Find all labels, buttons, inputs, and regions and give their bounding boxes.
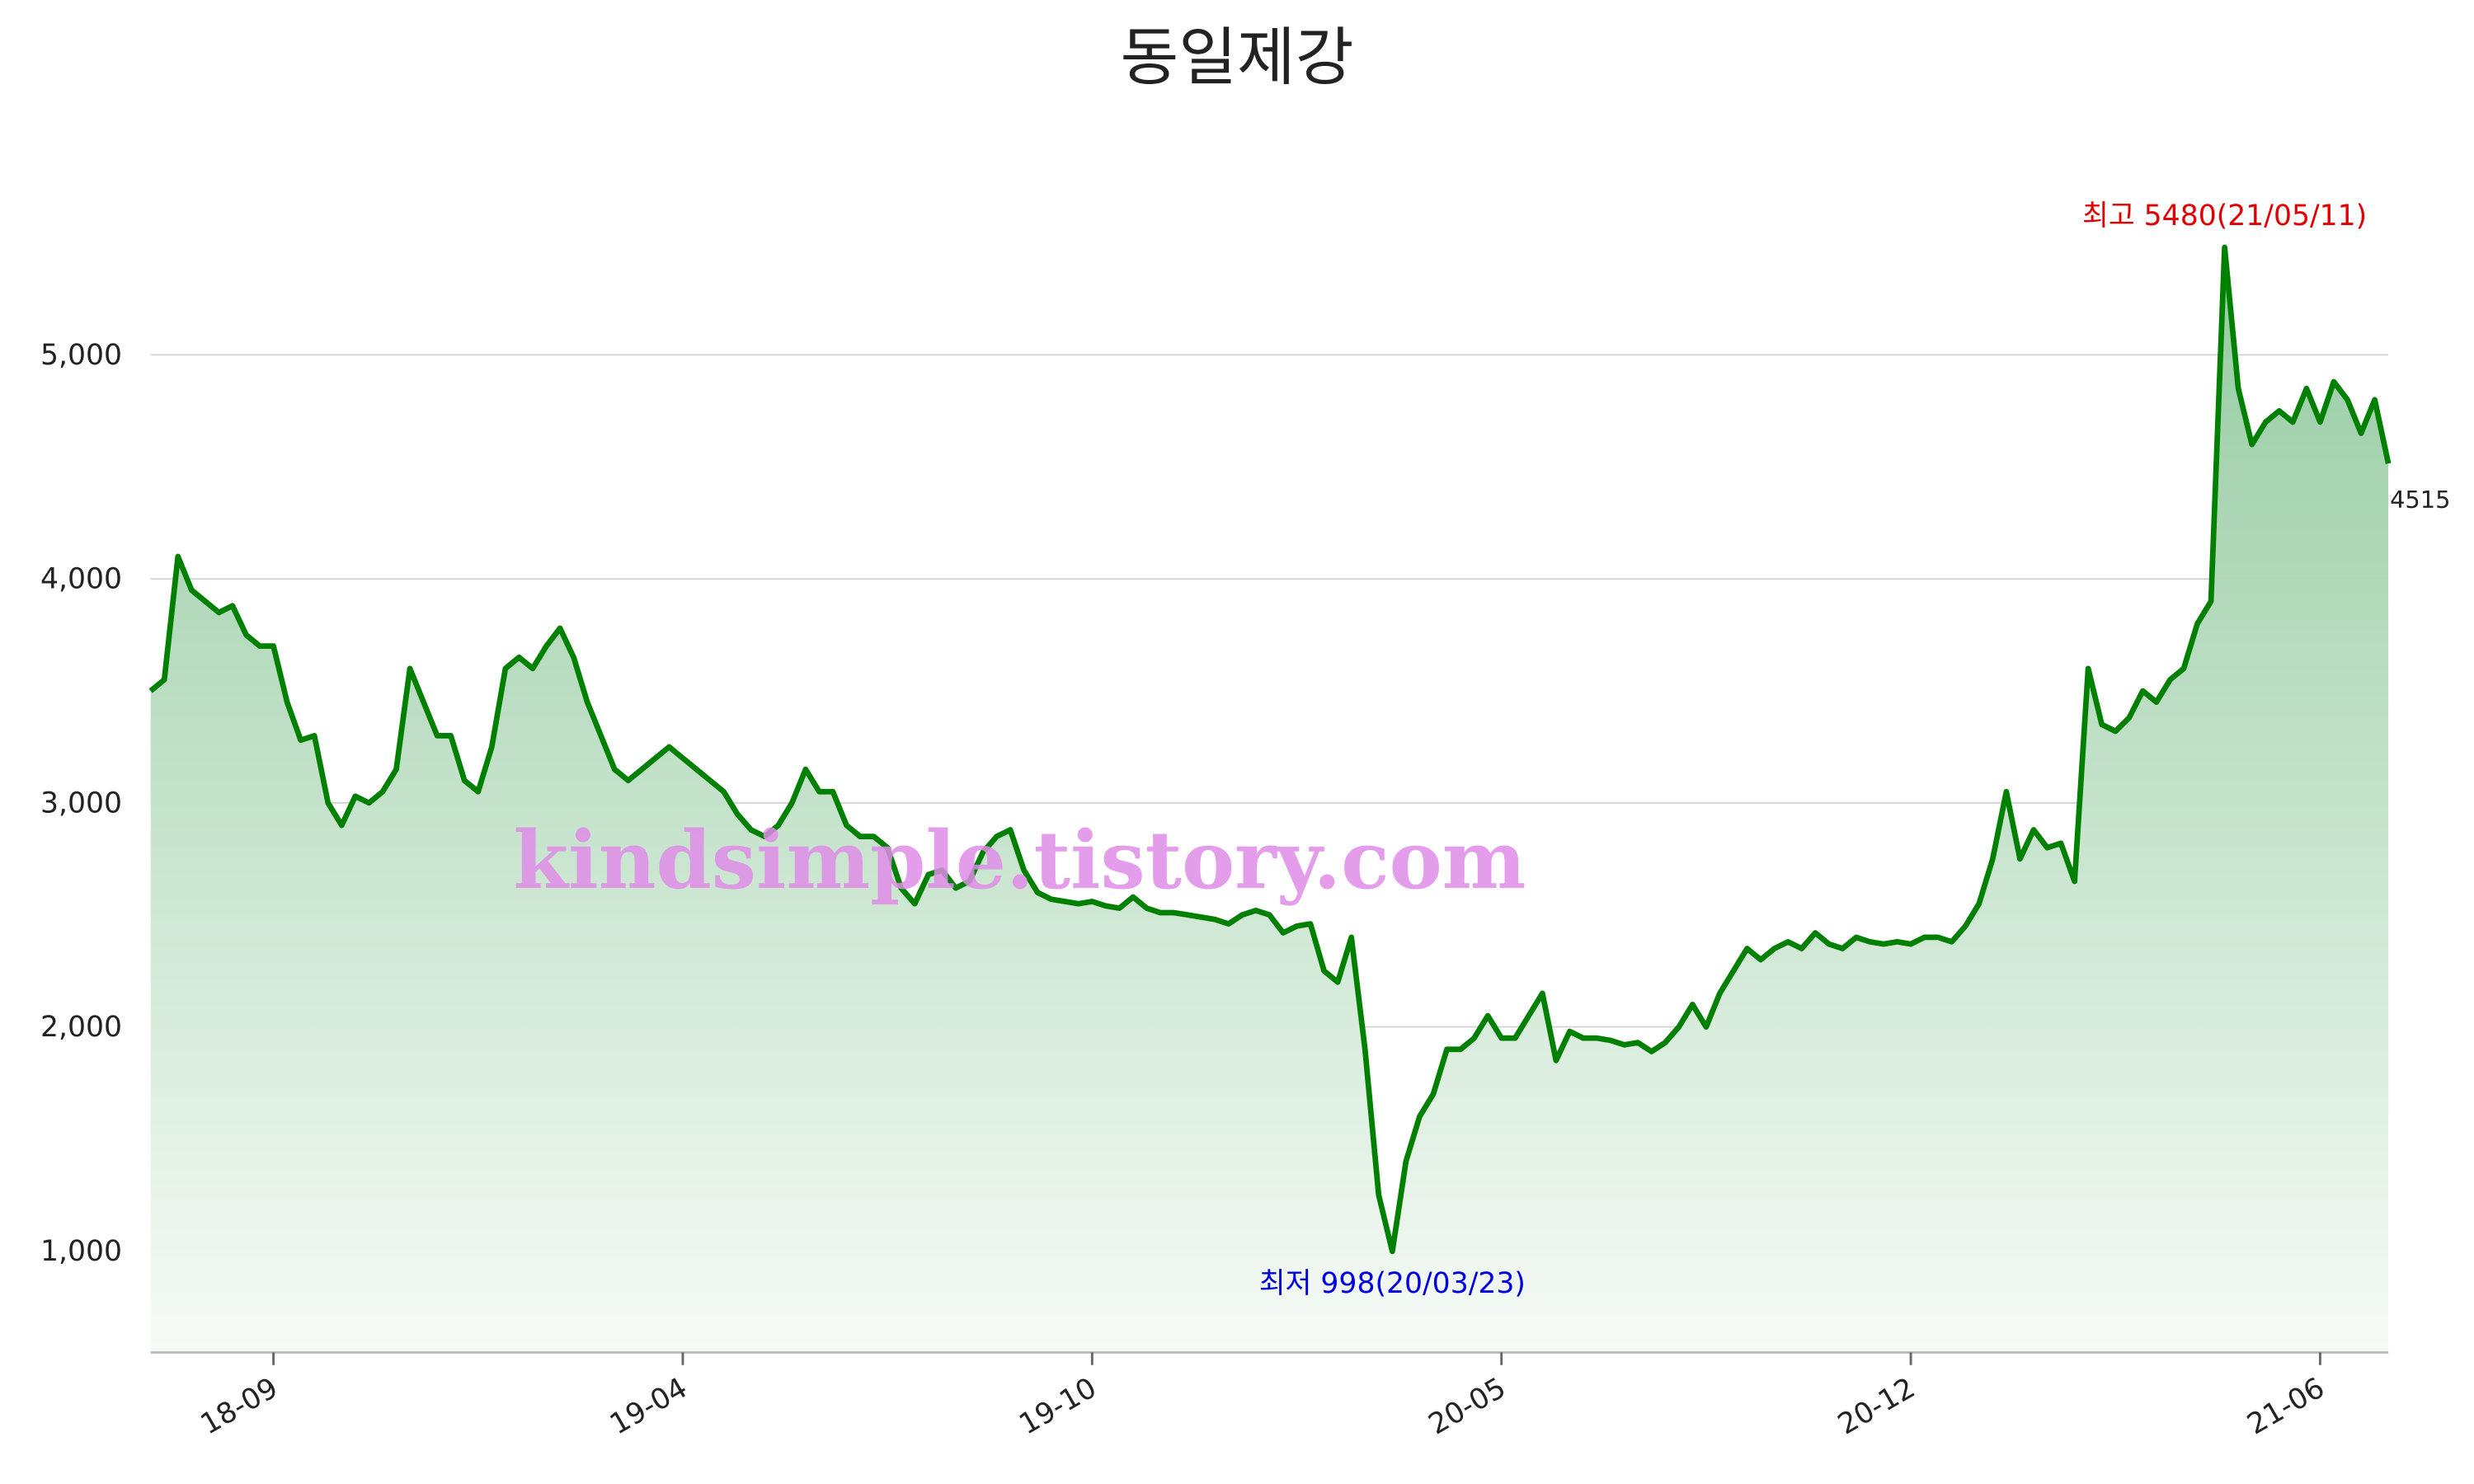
y-tick-label: 5,000 [40,339,122,372]
chart-title: 동일제강 [1120,21,1353,95]
x-tick-label: 21-06 [2242,1372,2331,1442]
max-annotation: 최고 5480(21/05/11) [2082,200,2367,232]
x-tick-label: 19-10 [1014,1372,1102,1442]
line [148,244,2392,1255]
y-tick-label: 3,000 [40,787,122,819]
x-tick-label: 20-05 [1423,1372,1512,1442]
min-annotation: 최저 998(20/03/23) [1259,1267,1526,1300]
y-tick-label: 4,000 [40,563,122,596]
x-tick-label: 19-04 [604,1372,693,1442]
area [150,247,2389,1353]
x-tick-label: 18-09 [195,1372,284,1442]
y-tick-label: 1,000 [40,1235,122,1268]
last-value-label: 4515 [2390,486,2450,514]
x-tick-label: 20-12 [1832,1372,1921,1442]
watermark: kindsimple.tistory.com [514,814,1526,907]
y-tick-label: 2,000 [40,1011,122,1044]
